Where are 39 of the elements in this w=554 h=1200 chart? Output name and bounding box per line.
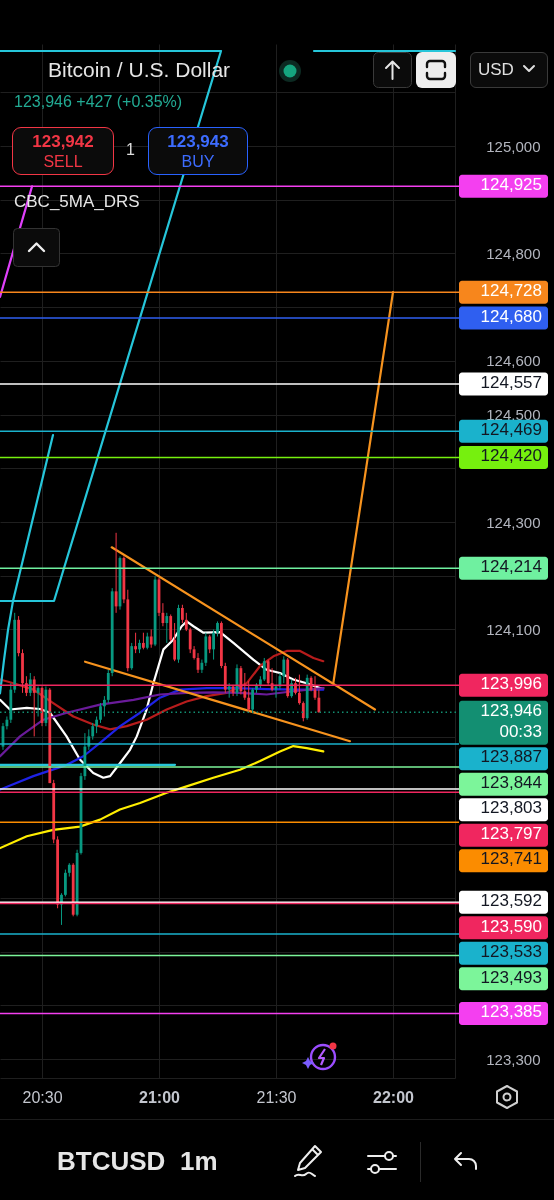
annotation: 123,943	[166, 132, 230, 152]
ref-line-label: 123,590	[480, 916, 542, 936]
ref-line-label: 123,946 00:33	[480, 700, 542, 741]
ref-line-label: 123,493	[480, 967, 542, 987]
x-tick-label: 21:00	[139, 1088, 181, 1106]
y-tick-label: 124,800	[486, 244, 541, 262]
ref-line-label: 123,887	[480, 747, 542, 767]
y-tick-label: 123,300	[486, 1050, 541, 1068]
ref-line-label: 123,797	[480, 823, 542, 843]
ref-line-label: 124,680	[480, 306, 542, 326]
annotation: SELL	[42, 152, 84, 172]
text: BTCUSD	[57, 1146, 166, 1176]
ref-line-label: 123,533	[480, 942, 542, 961]
y-tick-label: 125,000	[486, 137, 541, 155]
y-tick-label: 124,300	[486, 513, 541, 531]
buy-button: 123,943 BUY	[148, 127, 248, 175]
y-tick-label: 124,100	[486, 620, 541, 638]
ref-line-label: 123,741	[480, 849, 542, 869]
x-tick-label: 22:00	[373, 1088, 415, 1106]
ref-line-label: 123,803	[480, 798, 542, 818]
currency-dropdown: USD	[470, 52, 548, 88]
ref-line-label: 123,592	[480, 891, 542, 910]
x-tick-label: 21:30	[256, 1088, 297, 1106]
ref-line-label: 123,844	[480, 772, 542, 792]
ref-line-label: 124,214	[480, 556, 542, 576]
sell-button: 123,942 SELL	[12, 127, 114, 175]
ref-line-label: 124,557	[480, 372, 542, 392]
ref-line-label: 124,420	[480, 446, 542, 466]
ref-line-label: 123,996	[480, 674, 542, 693]
annotation: 123,942	[31, 132, 95, 152]
x-tick-label: 20:30	[22, 1088, 63, 1106]
y-tick-label: 124,600	[486, 352, 541, 370]
ref-line-label: 124,925	[480, 174, 542, 194]
text: 1m	[180, 1146, 218, 1176]
annotation: BUY	[180, 152, 216, 172]
text: 123,946 +427 (+0.35%)	[14, 92, 183, 112]
ref-line-label: 124,728	[480, 280, 542, 300]
annotation: 1	[126, 140, 135, 160]
ref-line-label: 123,385	[480, 1002, 542, 1022]
